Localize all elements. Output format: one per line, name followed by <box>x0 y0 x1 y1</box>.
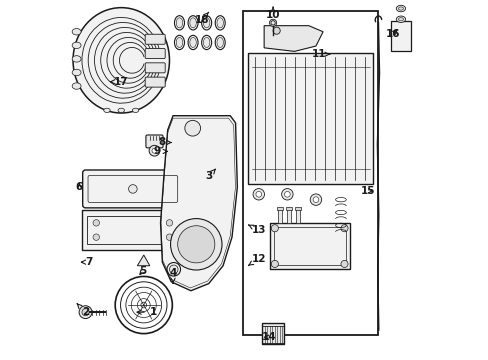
Ellipse shape <box>72 42 81 49</box>
Circle shape <box>166 234 172 240</box>
Circle shape <box>152 148 157 153</box>
Circle shape <box>340 260 347 267</box>
Text: 9: 9 <box>153 147 167 157</box>
Ellipse shape <box>189 18 196 28</box>
Ellipse shape <box>72 28 81 35</box>
Polygon shape <box>137 255 149 266</box>
FancyBboxPatch shape <box>82 170 183 208</box>
Text: 4: 4 <box>169 268 176 283</box>
Circle shape <box>93 220 99 226</box>
Text: 17: 17 <box>110 77 128 87</box>
FancyBboxPatch shape <box>145 77 165 87</box>
Circle shape <box>93 234 99 240</box>
Text: 6: 6 <box>76 182 83 192</box>
Bar <box>295 207 300 210</box>
Bar <box>277 207 283 210</box>
Circle shape <box>128 185 137 193</box>
Ellipse shape <box>189 37 196 48</box>
Ellipse shape <box>72 69 81 76</box>
Ellipse shape <box>174 16 184 30</box>
Ellipse shape <box>395 16 405 22</box>
Bar <box>287 208 290 223</box>
Text: 11: 11 <box>312 49 329 59</box>
FancyBboxPatch shape <box>145 49 165 59</box>
Ellipse shape <box>132 108 139 112</box>
Circle shape <box>79 306 92 319</box>
Circle shape <box>82 309 89 316</box>
FancyBboxPatch shape <box>145 135 163 148</box>
Text: 12: 12 <box>248 253 265 265</box>
Ellipse shape <box>217 37 223 48</box>
Circle shape <box>270 21 275 25</box>
Text: 7: 7 <box>81 257 93 267</box>
Ellipse shape <box>215 16 225 30</box>
Text: 16: 16 <box>385 29 399 39</box>
Ellipse shape <box>176 18 183 28</box>
Ellipse shape <box>169 265 178 274</box>
Circle shape <box>184 120 200 136</box>
Circle shape <box>253 189 264 200</box>
Circle shape <box>170 219 222 270</box>
Circle shape <box>312 197 318 203</box>
Ellipse shape <box>72 56 81 62</box>
FancyBboxPatch shape <box>145 34 165 44</box>
Bar <box>87 216 178 244</box>
Text: 13: 13 <box>248 225 265 235</box>
Ellipse shape <box>174 35 184 50</box>
Polygon shape <box>264 26 323 51</box>
Text: 1: 1 <box>137 307 157 317</box>
Bar <box>285 207 291 210</box>
Polygon shape <box>160 116 237 291</box>
Ellipse shape <box>215 35 225 50</box>
Ellipse shape <box>203 37 209 48</box>
Text: 5: 5 <box>139 266 146 276</box>
Text: 10: 10 <box>265 7 280 20</box>
Bar <box>273 227 345 265</box>
Bar <box>390 21 410 51</box>
Ellipse shape <box>72 83 81 89</box>
Text: 18: 18 <box>194 12 208 25</box>
Bar <box>242 12 378 335</box>
Circle shape <box>284 192 290 197</box>
Ellipse shape <box>395 5 405 12</box>
Ellipse shape <box>398 18 403 21</box>
Circle shape <box>271 225 278 232</box>
Bar <box>269 223 349 269</box>
Ellipse shape <box>203 18 209 28</box>
Text: 15: 15 <box>360 186 374 196</box>
FancyBboxPatch shape <box>145 63 165 73</box>
Circle shape <box>309 194 321 205</box>
Circle shape <box>166 220 172 226</box>
Circle shape <box>340 225 347 232</box>
Ellipse shape <box>188 16 198 30</box>
Bar <box>262 323 283 344</box>
Ellipse shape <box>176 37 183 48</box>
Circle shape <box>255 192 261 197</box>
Circle shape <box>269 19 276 26</box>
FancyBboxPatch shape <box>247 53 372 184</box>
Ellipse shape <box>201 16 211 30</box>
Circle shape <box>177 226 214 263</box>
Circle shape <box>272 27 280 34</box>
Circle shape <box>271 260 278 267</box>
Ellipse shape <box>398 7 403 10</box>
Bar <box>82 210 183 249</box>
Bar <box>278 208 282 223</box>
Ellipse shape <box>217 18 223 28</box>
Text: 8: 8 <box>158 138 171 148</box>
Ellipse shape <box>118 108 124 112</box>
Circle shape <box>281 189 292 200</box>
Ellipse shape <box>73 8 169 113</box>
Text: 3: 3 <box>205 169 215 181</box>
Text: 2: 2 <box>77 304 89 317</box>
Ellipse shape <box>103 108 110 112</box>
Circle shape <box>149 145 160 156</box>
Ellipse shape <box>188 35 198 50</box>
Text: 14: 14 <box>262 332 276 342</box>
Ellipse shape <box>201 35 211 50</box>
Bar <box>296 208 299 223</box>
